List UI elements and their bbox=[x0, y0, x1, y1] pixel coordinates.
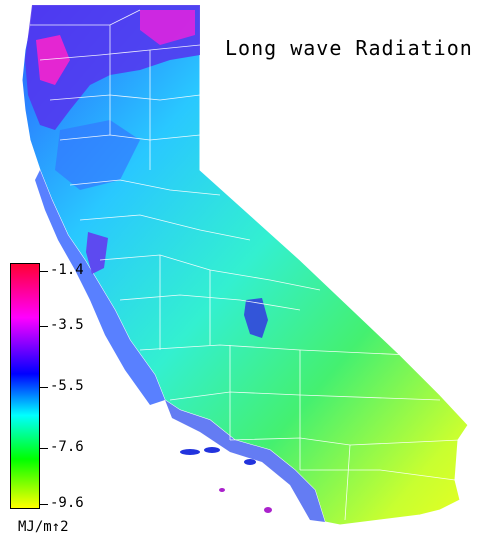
island-1 bbox=[180, 449, 200, 455]
legend-tick-label: -5.5 bbox=[50, 378, 84, 394]
county-lines bbox=[30, 9, 461, 521]
legend-tick bbox=[40, 326, 48, 327]
legend-tick bbox=[40, 504, 48, 505]
legend-color-bar bbox=[10, 263, 40, 509]
north-magenta-patch-2 bbox=[140, 10, 195, 45]
legend-tick bbox=[40, 387, 48, 388]
island-2 bbox=[204, 447, 220, 453]
north-blue-band bbox=[55, 120, 140, 190]
legend-unit: MJ/m↑2 bbox=[18, 519, 69, 535]
coastal-band bbox=[35, 170, 165, 405]
tulare-basin bbox=[244, 298, 268, 338]
legend-tick-label: -3.5 bbox=[50, 317, 84, 333]
bay-area bbox=[86, 232, 108, 274]
legend-tick-label: -1.4 bbox=[50, 262, 84, 278]
north-magenta-patch bbox=[36, 35, 70, 85]
map-title: Long wave Radiation bbox=[225, 36, 473, 60]
legend-tick-label: -7.6 bbox=[50, 439, 84, 455]
legend-tick bbox=[40, 271, 48, 272]
legend-tick bbox=[40, 448, 48, 449]
legend-tick-label: -9.6 bbox=[50, 495, 84, 511]
island-3 bbox=[244, 459, 256, 465]
island-4 bbox=[264, 507, 272, 513]
island-5 bbox=[219, 488, 225, 492]
southern-coast-band bbox=[165, 400, 325, 522]
